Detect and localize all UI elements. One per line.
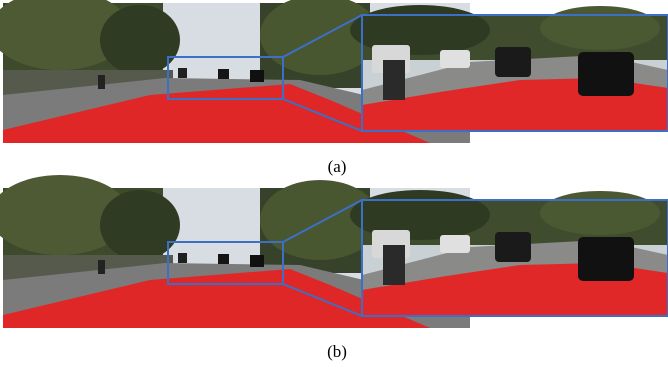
figure: (a) (b)	[0, 0, 668, 371]
caption: (b)	[327, 342, 347, 361]
panel-image	[0, 0, 668, 143]
panel-image	[0, 175, 668, 328]
caption: (a)	[328, 157, 347, 176]
